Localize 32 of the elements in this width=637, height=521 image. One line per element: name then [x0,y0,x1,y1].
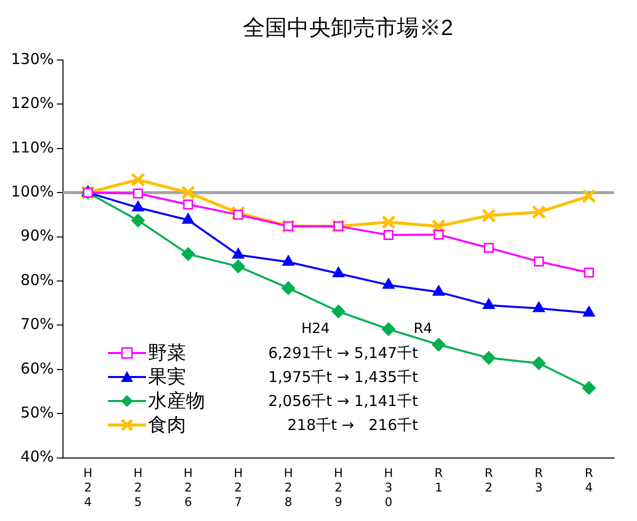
legend-label: 野菜 [148,341,187,366]
annotation: 1,975千t → 1,435千t [267,368,418,386]
legend-label: 食肉 [148,413,187,438]
annotation: H24 [300,321,331,339]
x-tick-label: H24 [83,466,92,509]
x-tick-label: R4 [584,466,594,495]
y-tick-label: 80% [20,270,54,289]
y-tick-label: 70% [20,315,54,334]
annotation: R4 [412,321,434,339]
legend-label: 果実 [148,365,187,390]
y-tick-label: 50% [20,403,54,422]
chart-title: 全国中央卸売市場※2 [242,14,454,42]
y-tick-label: 90% [20,226,54,245]
legend-label: 水産物 [148,389,206,414]
y-tick-label: 110% [10,138,54,156]
x-tick-label: R3 [534,466,544,495]
y-tick-label: 60% [20,359,54,378]
annotation: 2,056千t → 1,141千t [267,392,418,410]
x-tick-label: R2 [484,466,493,495]
y-tick-label: 40% [20,448,54,466]
y-tick-label: 130% [10,50,54,68]
x-tick-label: H28 [284,466,293,509]
annotation: 218千t → 216千t [286,416,418,434]
y-tick-label: 120% [10,94,54,112]
x-tick-label: H26 [184,466,193,509]
x-tick-label: H25 [134,466,143,509]
x-tick-label: H29 [334,466,343,509]
x-tick-label: R1 [434,466,443,495]
annotation: 6,291千t → 5,147千t [267,344,418,362]
y-tick-label: 100% [10,182,54,200]
x-tick-label: H27 [234,466,243,509]
x-tick-label: H30 [384,466,394,509]
